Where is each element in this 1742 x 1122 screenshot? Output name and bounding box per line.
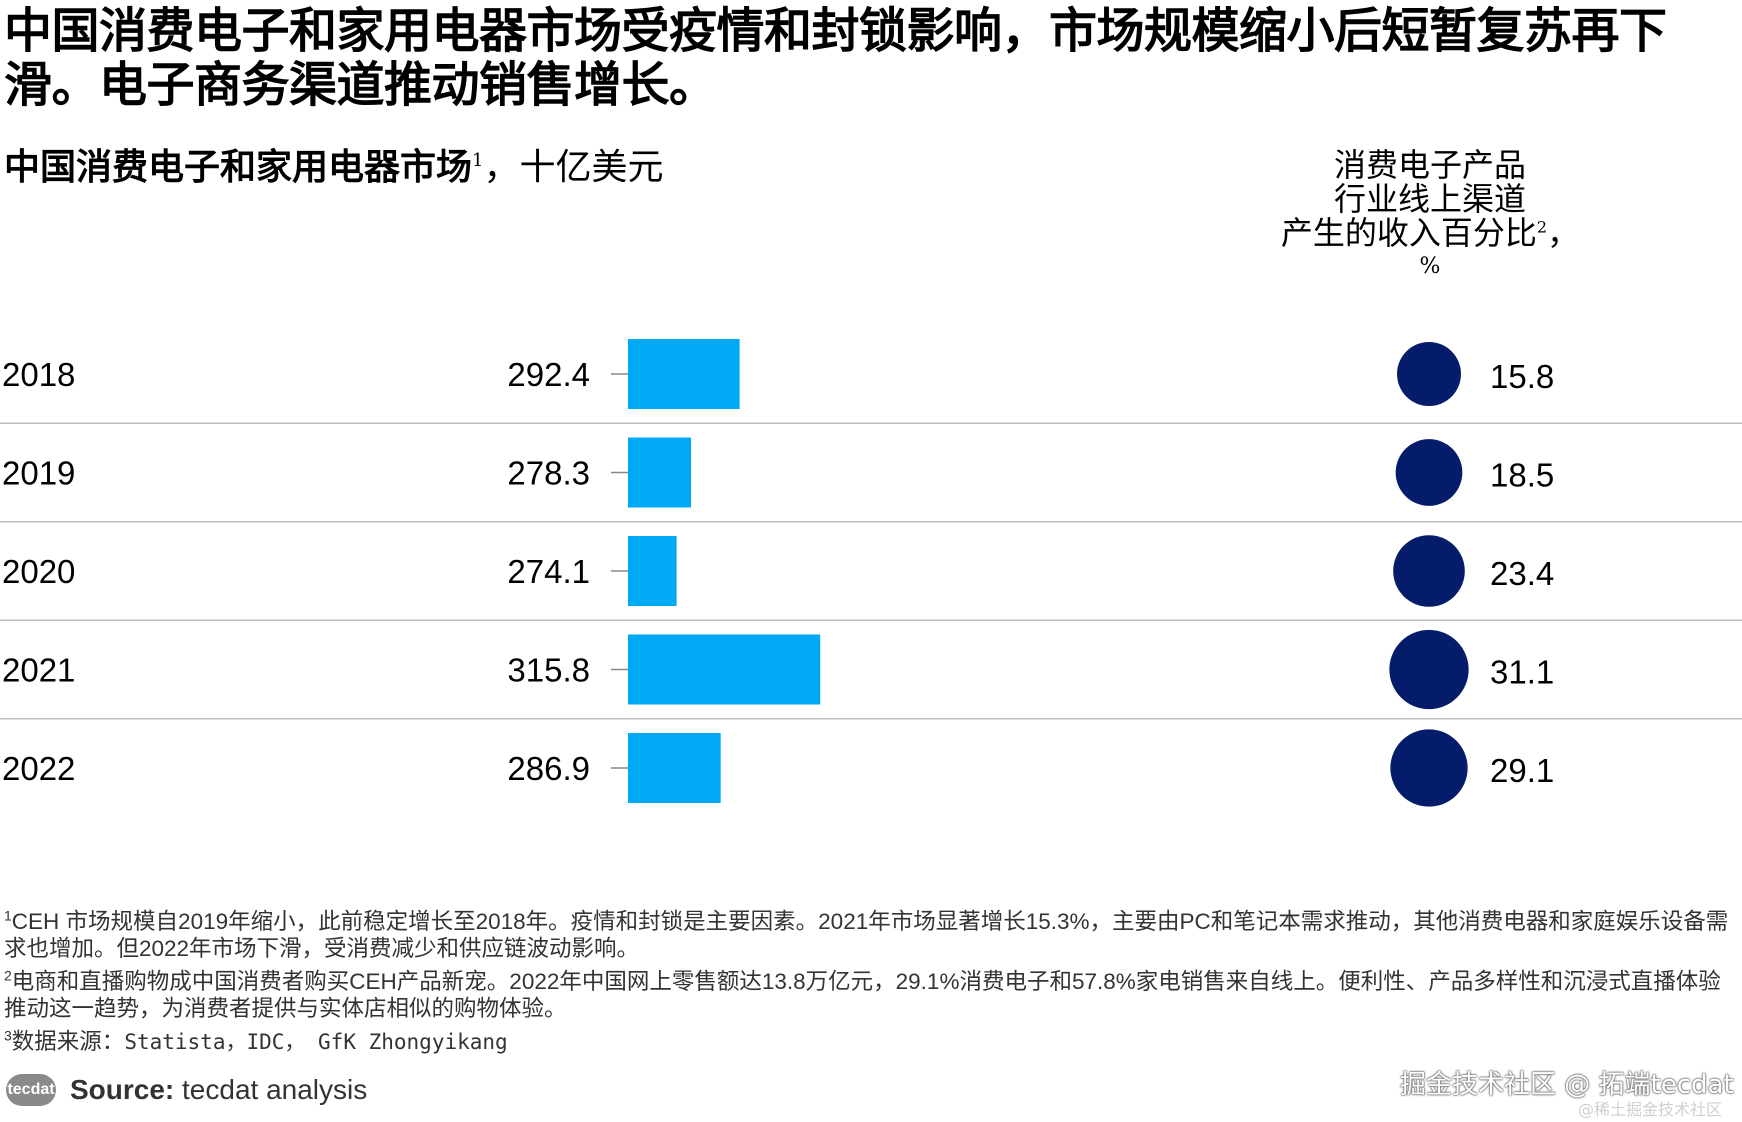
- footnote-3-number: 3: [4, 1027, 12, 1044]
- market-value-label: 278.3: [507, 455, 590, 492]
- source-label: Source:: [70, 1074, 175, 1105]
- footnotes: 1CEH 市场规模自2019年缩小，此前稳定增长至2018年。疫情和封锁是主要因…: [4, 908, 1738, 1062]
- market-value-label: 286.9: [507, 750, 590, 787]
- chart-title: 中国消费电子和家用电器市场1，十亿美元: [4, 146, 663, 189]
- headline: 中国消费电子和家用电器市场受疫情和封锁影响，市场规模缩小后短暂复苏再下滑。电子商…: [4, 3, 1667, 113]
- online-share-label: 29.1: [1490, 752, 1554, 789]
- footnote-2-text: 电商和直播购物成中国消费者购买CEH产品新宠。2022年中国网上零售额达13.8…: [4, 969, 1721, 1021]
- chart-title-footnote-ref: 1: [472, 150, 484, 171]
- footnote-2-number: 2: [4, 967, 12, 984]
- watermark-main: 掘金技术社区 @ 拓端tecdat: [1400, 1070, 1734, 1100]
- market-value-label: 292.4: [507, 356, 590, 393]
- online-share-title-text: 产生的收入百分比: [1280, 214, 1537, 252]
- footnote-1: 1CEH 市场规模自2019年缩小，此前稳定增长至2018年。疫情和封锁是主要因…: [4, 908, 1738, 962]
- market-value-label: 274.1: [507, 553, 590, 590]
- source-value: tecdat analysis: [182, 1074, 368, 1105]
- online-share-bubble: [1397, 342, 1461, 406]
- chart-title-main: 中国消费电子和家用电器市场: [4, 146, 473, 188]
- online-share-label: 31.1: [1490, 654, 1554, 691]
- watermark-small: @稀土掘金技术社区: [1578, 1100, 1723, 1119]
- online-share-bubble: [1395, 439, 1463, 506]
- online-share-bubble: [1393, 535, 1465, 607]
- source-line: tecdat Source: tecdat analysis: [6, 1072, 367, 1108]
- chart-title-unit: ，十亿美元: [483, 147, 664, 188]
- footnote-2: 2电商和直播购物成中国消费者购买CEH产品新宠。2022年中国网上零售额达13.…: [4, 968, 1738, 1022]
- online-share-bubble: [1390, 729, 1468, 807]
- online-share-title-line2: 行业线上渠道: [1333, 180, 1526, 218]
- footnote-3-text: Statista，IDC， GfK Zhongyikang: [124, 1030, 508, 1054]
- market-value-label: 315.8: [507, 652, 590, 689]
- online-share-title-line3: 产生的收入百分比2，: [1240, 216, 1620, 250]
- online-share-label: 18.5: [1490, 457, 1554, 494]
- online-share-footnote-ref: 2: [1536, 217, 1548, 237]
- footnote-1-number: 1: [4, 907, 12, 924]
- year-label: 2022: [2, 750, 75, 787]
- market-size-bar: [628, 733, 721, 803]
- market-size-bar: [628, 634, 821, 705]
- tecdat-logo: tecdat: [6, 1074, 56, 1106]
- footnote-3: 3数据来源：Statista，IDC， GfK Zhongyikang: [4, 1028, 1738, 1056]
- market-size-bar: [628, 339, 740, 409]
- market-size-bar: [628, 536, 677, 606]
- year-label: 2020: [2, 553, 75, 590]
- online-share-label: 15.8: [1490, 358, 1554, 395]
- footnote-3-prefix: 数据来源：: [11, 1029, 125, 1054]
- online-share-title-line1: 消费电子产品: [1333, 146, 1526, 184]
- year-label: 2021: [2, 652, 75, 689]
- year-label: 2018: [2, 356, 75, 393]
- online-share-bubble: [1389, 629, 1469, 710]
- online-share-title: 消费电子产品 行业线上渠道 产生的收入百分比2， %: [1240, 148, 1620, 284]
- source-text: Source: tecdat analysis: [70, 1074, 367, 1106]
- market-size-bar: [628, 437, 692, 508]
- online-share-title-comma: ，: [1547, 214, 1580, 252]
- year-label: 2019: [2, 455, 75, 492]
- online-share-unit: %: [1419, 254, 1441, 279]
- footnote-1-text: CEH 市场规模自2019年缩小，此前稳定增长至2018年。疫情和封锁是主要因素…: [4, 909, 1729, 961]
- online-share-label: 23.4: [1490, 555, 1554, 592]
- market-chart: 2018 292.4 15.8 2019 278.3 18.5 2020 274.1 23.4 2…: [0, 339, 1742, 807]
